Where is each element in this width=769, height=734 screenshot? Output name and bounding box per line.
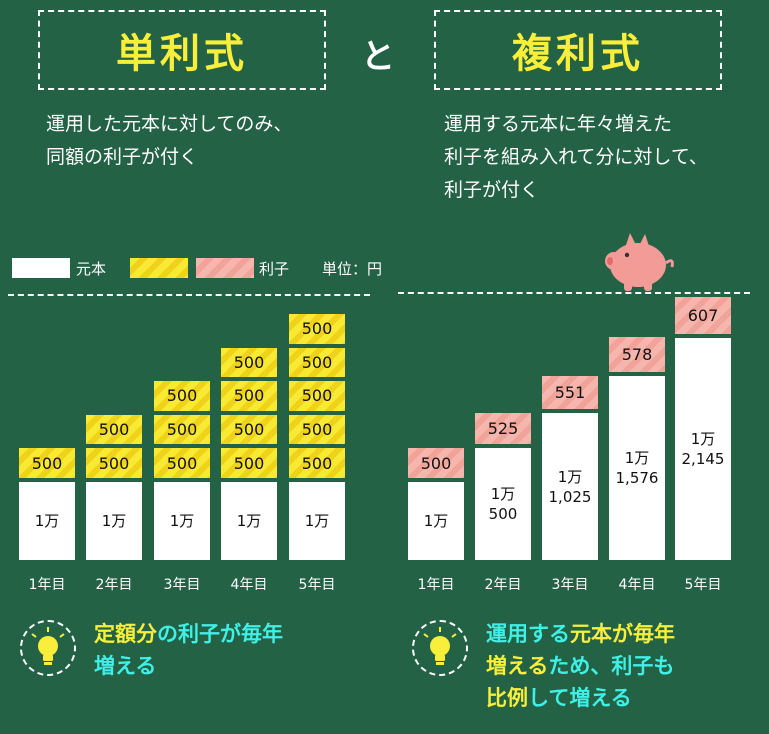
lightbulb-icon [423, 627, 457, 665]
compound-interest-description: 運用する元本に年々増えた 利子を組み入れて分に対して、 利子が付く [444, 113, 708, 201]
simple-principal-bar: 1万 [17, 480, 77, 562]
simple-interest-segment: 500 [152, 379, 212, 413]
compound-principal-bar: 1万 1,576 [607, 374, 667, 562]
compound-interest-segment: 500 [406, 446, 466, 480]
simple-interest-segment: 500 [287, 312, 347, 346]
legend-principal-label: 元本 [76, 260, 107, 278]
legend-unit-label: 単位：円 [322, 260, 383, 278]
simple-interest-segment: 500 [219, 446, 279, 480]
conclusion-fragment: 元本が毎年 [570, 622, 675, 646]
compound-interest-title: 複利式 [512, 31, 644, 77]
compound-interest-segment: 607 [673, 295, 733, 336]
compound-interest-segment: 578 [607, 335, 667, 375]
legend-principal-swatch [12, 258, 70, 278]
lightbulb-icon [31, 627, 65, 665]
simple-interest-segment: 500 [152, 446, 212, 480]
simple-interest-segment: 500 [287, 446, 347, 480]
simple-conclusion-text: 定額分の利子が毎年 増える [94, 618, 364, 682]
compound-chart-top-line [398, 292, 750, 294]
simple-interest-segment: 500 [219, 412, 279, 447]
simple-x-label: 4年目 [230, 577, 268, 593]
simple-interest-title: 単利式 [116, 31, 248, 77]
legend-interest-pink-swatch [196, 258, 254, 278]
compound-x-label: 2年目 [484, 577, 522, 593]
simple-bulb-circle [20, 620, 76, 676]
simple-interest-segment: 500 [84, 412, 144, 447]
compound-interest-segment: 525 [473, 411, 533, 447]
compound-x-label: 4年目 [618, 577, 656, 593]
conclusion-fragment: 増える [486, 654, 549, 678]
compound-conclusion-text: 運用する元本が毎年 増えるため、利子も 比例して増える [486, 618, 756, 714]
connector-text: と [361, 37, 395, 77]
simple-interest-segment: 500 [17, 446, 77, 480]
conclusion-fragment: して増える [528, 686, 632, 710]
compound-x-label: 1年目 [417, 577, 455, 593]
simple-principal-bar: 1万 [219, 480, 279, 562]
compound-principal-bar: 1万 1,025 [540, 411, 600, 562]
simple-interest-segment: 500 [287, 379, 347, 413]
compound-principal-bar: 1万 2,145 [673, 335, 733, 562]
simple-x-label: 3年目 [163, 577, 201, 593]
simple-interest-segment: 500 [84, 446, 144, 480]
compound-x-label: 5年目 [684, 577, 722, 593]
compound-bulb-circle [412, 620, 468, 676]
simple-interest-segment: 500 [287, 345, 347, 380]
legend-interest-label: 利子 [259, 260, 290, 278]
simple-interest-title-box: 単利式 [38, 10, 326, 90]
compound-interest-segment: 551 [540, 374, 600, 412]
conclusion-fragment: 運用する [486, 622, 570, 646]
conclusion-fragment: 定額分 [94, 622, 157, 646]
piggy-bank-icon [605, 233, 674, 291]
simple-interest-segment: 500 [219, 379, 279, 413]
simple-principal-bar: 1万 [287, 480, 347, 562]
conclusion-fragment: 増える [94, 654, 157, 678]
compound-principal-bar: 1万 [406, 480, 466, 562]
simple-interest-description: 運用した元本に対してのみ、 同額の利子が付く [46, 113, 293, 168]
simple-interest-segment: 500 [287, 412, 347, 447]
conclusion-fragment: の利子が毎年 [157, 622, 283, 646]
simple-principal-bar: 1万 [152, 480, 212, 562]
simple-x-label: 1年目 [28, 577, 66, 593]
compound-principal-bar: 1万 500 [473, 446, 533, 562]
simple-principal-bar: 1万 [84, 480, 144, 562]
conclusion-fragment: 比例 [486, 686, 528, 710]
simple-interest-segment: 500 [152, 412, 212, 447]
simple-x-label: 2年目 [95, 577, 133, 593]
compound-x-label: 3年目 [551, 577, 589, 593]
conclusion-fragment: ため、利子も [548, 654, 675, 678]
simple-interest-segment: 500 [219, 345, 279, 380]
legend-interest-yellow-swatch [130, 258, 188, 278]
simple-x-label: 5年目 [298, 577, 336, 593]
simple-chart-top-line [8, 294, 370, 296]
compound-interest-title-box: 複利式 [434, 10, 722, 90]
